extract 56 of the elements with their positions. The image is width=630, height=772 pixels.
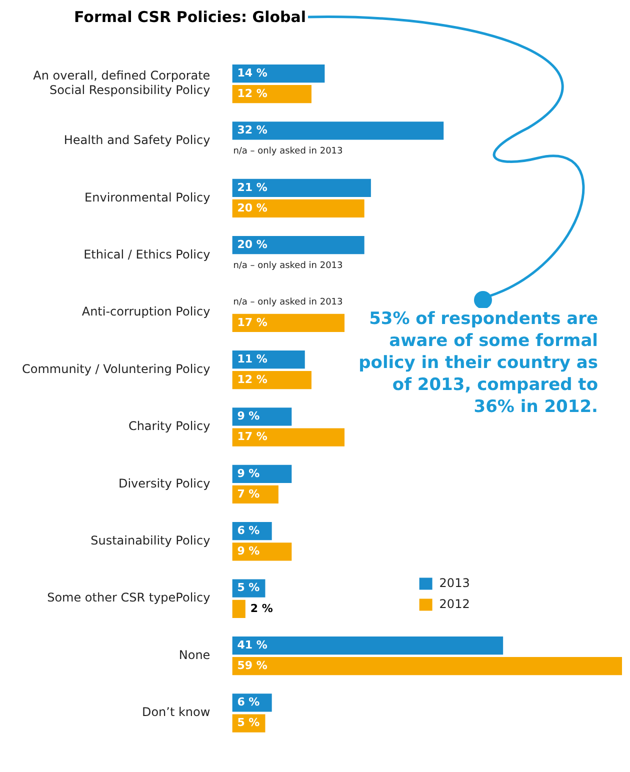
y-tick-label: An overall, defined Corporate Social Responsibility Policy	[33, 68, 210, 98]
y-tick-label: Don’t know	[142, 705, 210, 720]
bar	[232, 122, 444, 140]
y-tick-label: Ethical / Ethics Policy	[84, 248, 210, 262]
chart-title: Formal CSR Policies: Global	[73, 8, 308, 28]
y-tick-label: Anti-corruption Policy	[82, 304, 210, 319]
y-tick-label: Sustainability Policy	[90, 534, 210, 548]
data-label: 14 %	[237, 66, 268, 80]
bar	[232, 85, 312, 104]
data-label: 2 %	[250, 602, 273, 615]
data-label: 17 %	[237, 430, 268, 444]
y-tick-label: Diversity Policy	[118, 476, 210, 490]
data-label: 41 %	[237, 638, 268, 652]
data-label: 11 %	[237, 352, 268, 366]
bar	[232, 464, 292, 483]
annotation: 53% of respondents are aware of some formal policy in their country as of 2013, compared to 36% in 2012.	[358, 308, 598, 418]
data-label: 6 %	[237, 696, 260, 709]
bar	[232, 408, 292, 426]
bar	[232, 657, 622, 676]
bar	[232, 428, 345, 446]
data-label: 20 %	[237, 201, 268, 214]
bar	[232, 314, 345, 332]
bar	[232, 636, 504, 655]
y-tick-label: Environmental Policy	[84, 190, 210, 204]
y-tick-label: Community / Voluntering Policy	[22, 362, 210, 376]
legend-label: 2013	[439, 576, 470, 590]
data-label: 7 %	[237, 487, 260, 500]
data-label: 9 %	[237, 466, 260, 480]
y-tick-label: None	[178, 648, 210, 662]
bar	[232, 178, 371, 197]
bar	[232, 236, 364, 254]
annotation: n/a – only asked in 2013	[233, 298, 343, 308]
data-label: 21 %	[237, 180, 268, 194]
bar	[232, 371, 312, 390]
data-label: 12 %	[237, 372, 268, 386]
bar	[232, 199, 364, 218]
data-label: 59 %	[237, 658, 268, 672]
annotation: n/a – only asked in 2013	[233, 146, 343, 157]
data-label: 32 %	[237, 124, 268, 137]
bar	[232, 350, 305, 369]
data-label: 17 %	[237, 316, 268, 329]
annotation: n/a – only asked in 2013	[233, 261, 343, 272]
y-tick-label: Health and Safety Policy	[64, 133, 210, 148]
data-label: 9 %	[237, 410, 260, 423]
bar	[232, 600, 246, 618]
y-tick-label: Some other CSR typePolicy	[47, 590, 210, 605]
data-label: 9 %	[237, 544, 260, 558]
y-tick-label: Charity Policy	[128, 419, 210, 434]
data-label: 5 %	[237, 716, 260, 730]
data-label: 12 %	[237, 86, 268, 100]
data-label: 20 %	[237, 238, 268, 251]
data-label: 5 %	[237, 581, 260, 594]
bar	[232, 64, 325, 83]
legend-label: 2012	[439, 596, 470, 611]
bar	[232, 542, 292, 561]
data-label: 6 %	[237, 524, 260, 537]
